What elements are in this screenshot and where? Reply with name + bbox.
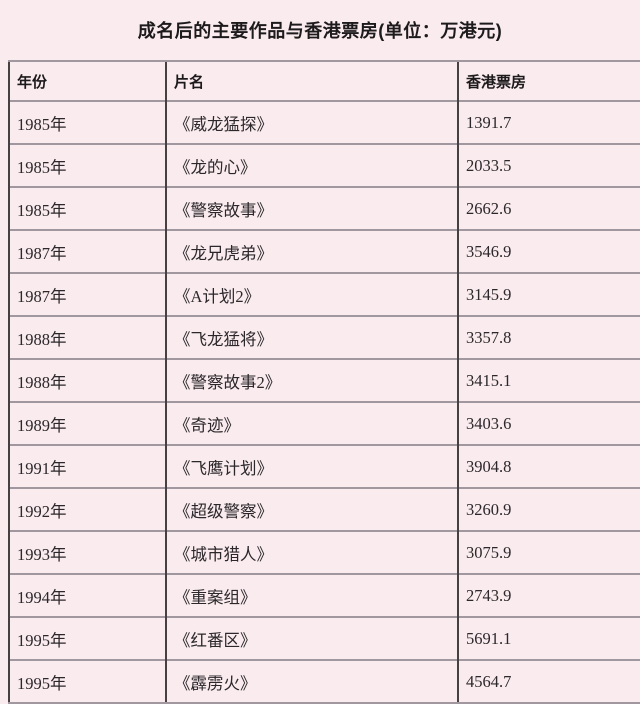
column-header-gross: 香港票房 [457,60,640,101]
film-title-cell: 《警察故事2》 [165,358,458,402]
film-title-cell: 《A计划2》 [165,272,458,316]
table-row: 1994年 《重案组》 2743.9 [8,573,640,617]
table-row: 1989年 《奇迹》 3403.6 [8,401,640,445]
gross-cell: 3075.9 [457,530,640,574]
year-cell: 1988年 [8,315,166,359]
year-cell: 1995年 [8,659,166,704]
year-cell: 1985年 [8,143,166,187]
table-row: 1992年 《超级警察》 3260.9 [8,487,640,531]
year-cell: 1989年 [8,401,166,445]
year-cell: 1987年 [8,272,166,316]
table-row: 1995年 《霹雳火》 4564.7 [8,659,640,704]
boxoffice-table-container: 年份 片名 香港票房 1985年 《威龙猛探》 1391.7 1985年 《龙的… [8,60,640,704]
table-title: 成名后的主要作品与香港票房(单位：万港元) [137,21,503,41]
year-cell: 1991年 [8,444,166,488]
header-row: 年份 片名 香港票房 [8,60,640,101]
table-row: 1995年 《红番区》 5691.1 [8,616,640,660]
gross-cell: 4564.7 [457,659,640,704]
year-cell: 1985年 [8,100,166,144]
gross-cell: 3403.6 [457,401,640,445]
table-row: 1987年 《龙兄虎弟》 3546.9 [8,229,640,273]
gross-cell: 2033.5 [457,143,640,187]
year-cell: 1995年 [8,616,166,660]
table-row: 1993年 《城市猎人》 3075.9 [8,530,640,574]
gross-cell: 2662.6 [457,186,640,230]
year-cell: 1987年 [8,229,166,273]
film-title-cell: 《龙的心》 [165,143,458,187]
film-title-cell: 《超级警察》 [165,487,458,531]
gross-cell: 3357.8 [457,315,640,359]
gross-cell: 3260.9 [457,487,640,531]
film-title-cell: 《奇迹》 [165,401,458,445]
year-cell: 1994年 [8,573,166,617]
film-title-cell: 《飞鹰计划》 [165,444,458,488]
column-header-film: 片名 [165,60,458,101]
table-row: 1985年 《龙的心》 2033.5 [8,143,640,187]
column-header-year: 年份 [8,60,166,101]
year-cell: 1993年 [8,530,166,574]
table-row: 1988年 《警察故事2》 3415.1 [8,358,640,402]
table-title-bar: 成名后的主要作品与香港票房(单位：万港元) [0,0,640,60]
gross-cell: 3415.1 [457,358,640,402]
year-cell: 1992年 [8,487,166,531]
table-row: 1985年 《警察故事》 2662.6 [8,186,640,230]
gross-cell: 3145.9 [457,272,640,316]
table-row: 1991年 《飞鹰计划》 3904.8 [8,444,640,488]
year-cell: 1985年 [8,186,166,230]
film-title-cell: 《红番区》 [165,616,458,660]
film-title-cell: 《警察故事》 [165,186,458,230]
year-cell: 1988年 [8,358,166,402]
film-title-cell: 《威龙猛探》 [165,100,458,144]
table-row: 1988年 《飞龙猛将》 3357.8 [8,315,640,359]
film-title-cell: 《重案组》 [165,573,458,617]
boxoffice-table: 年份 片名 香港票房 1985年 《威龙猛探》 1391.7 1985年 《龙的… [8,60,640,704]
film-title-cell: 《龙兄虎弟》 [165,229,458,273]
table-row: 1987年 《A计划2》 3145.9 [8,272,640,316]
film-title-cell: 《城市猎人》 [165,530,458,574]
gross-cell: 1391.7 [457,100,640,144]
gross-cell: 3904.8 [457,444,640,488]
gross-cell: 3546.9 [457,229,640,273]
gross-cell: 5691.1 [457,616,640,660]
table-row: 1985年 《威龙猛探》 1391.7 [8,100,640,144]
table-body: 1985年 《威龙猛探》 1391.7 1985年 《龙的心》 2033.5 1… [8,100,640,704]
gross-cell: 2743.9 [457,573,640,617]
film-title-cell: 《飞龙猛将》 [165,315,458,359]
film-title-cell: 《霹雳火》 [165,659,458,704]
